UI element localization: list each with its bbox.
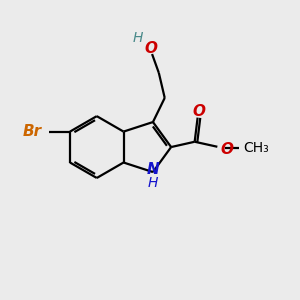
Text: H: H: [148, 176, 158, 190]
Text: O: O: [193, 104, 206, 119]
Text: CH₃: CH₃: [243, 141, 269, 155]
Text: O: O: [144, 41, 157, 56]
Text: O: O: [220, 142, 233, 157]
Text: Br: Br: [23, 124, 42, 139]
Text: H: H: [133, 32, 143, 45]
Text: N: N: [147, 162, 159, 177]
